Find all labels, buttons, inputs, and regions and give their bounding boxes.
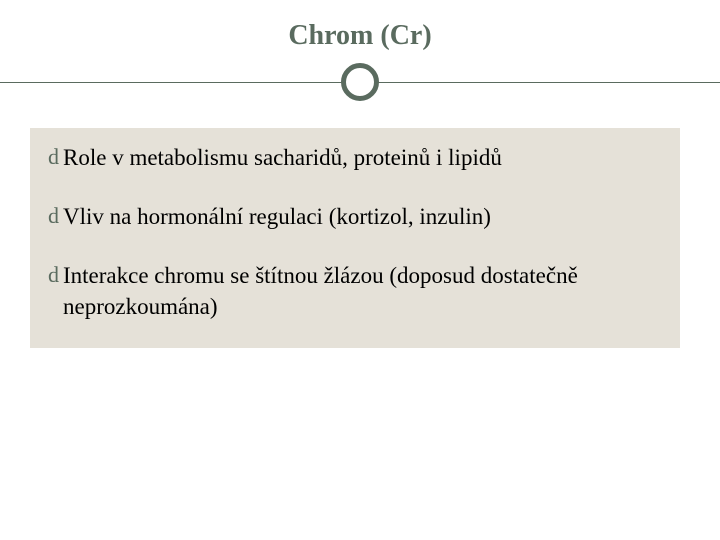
bullet-icon: d <box>48 142 59 173</box>
slide: Chrom (Cr) d Role v metabolismu sacharid… <box>0 0 720 540</box>
bullet-text: Interakce chromu se štítnou žlázou (dopo… <box>63 260 662 322</box>
list-item: d Role v metabolismu sacharidů, proteinů… <box>48 142 662 173</box>
circle-ornament-icon <box>341 63 379 101</box>
bullet-text: Role v metabolismu sacharidů, proteinů i… <box>63 142 662 173</box>
slide-title: Chrom (Cr) <box>0 20 720 52</box>
bullet-text: Vliv na hormonální regulaci (kortizol, i… <box>63 201 662 232</box>
content-panel: d Role v metabolismu sacharidů, proteinů… <box>30 128 680 348</box>
bullet-icon: d <box>48 260 59 291</box>
bullet-icon: d <box>48 201 59 232</box>
list-item: d Interakce chromu se štítnou žlázou (do… <box>48 260 662 322</box>
list-item: d Vliv na hormonální regulaci (kortizol,… <box>48 201 662 232</box>
title-area: Chrom (Cr) <box>0 20 720 52</box>
